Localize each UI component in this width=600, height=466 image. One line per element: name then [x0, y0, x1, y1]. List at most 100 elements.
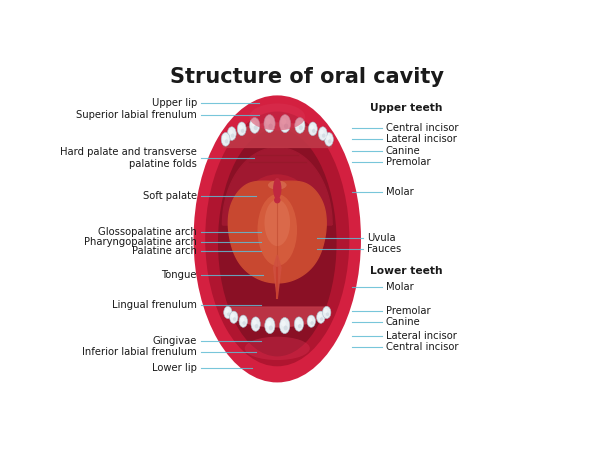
Text: Molar: Molar [386, 187, 413, 197]
Ellipse shape [322, 134, 325, 137]
Ellipse shape [324, 309, 328, 313]
Text: Fauces: Fauces [367, 244, 401, 254]
Text: Central incisor: Central incisor [386, 343, 458, 352]
Ellipse shape [320, 130, 324, 134]
Ellipse shape [280, 115, 290, 132]
Ellipse shape [239, 315, 247, 327]
Text: Canine: Canine [386, 146, 421, 156]
Polygon shape [223, 123, 331, 147]
Polygon shape [226, 307, 329, 327]
Text: Soft palate: Soft palate [143, 191, 197, 201]
Ellipse shape [227, 313, 230, 316]
Ellipse shape [322, 306, 331, 319]
Ellipse shape [224, 306, 232, 319]
Ellipse shape [231, 314, 235, 318]
Ellipse shape [325, 132, 334, 146]
Ellipse shape [274, 197, 281, 203]
Text: Structure of oral cavity: Structure of oral cavity [170, 67, 445, 87]
Ellipse shape [296, 121, 301, 126]
Ellipse shape [268, 181, 287, 190]
Text: Canine: Canine [386, 317, 421, 327]
Ellipse shape [284, 123, 289, 129]
Ellipse shape [231, 134, 235, 137]
Text: Upper teeth: Upper teeth [370, 103, 443, 113]
Ellipse shape [310, 125, 314, 130]
Ellipse shape [326, 313, 329, 316]
Ellipse shape [233, 317, 236, 321]
Ellipse shape [229, 130, 233, 134]
Ellipse shape [280, 317, 290, 334]
Ellipse shape [273, 178, 281, 199]
Ellipse shape [254, 125, 258, 130]
Ellipse shape [317, 311, 325, 323]
Ellipse shape [253, 320, 257, 325]
Text: Superior labial frenulum: Superior labial frenulum [76, 110, 197, 120]
Ellipse shape [250, 103, 305, 130]
Ellipse shape [230, 311, 238, 323]
Text: Tongue: Tongue [161, 270, 197, 280]
Polygon shape [229, 181, 326, 283]
Text: Central incisor: Central incisor [386, 123, 458, 133]
Ellipse shape [264, 115, 275, 132]
Ellipse shape [194, 96, 361, 383]
Text: Inferior labial frenulum: Inferior labial frenulum [82, 347, 197, 357]
Ellipse shape [227, 127, 236, 140]
Ellipse shape [266, 118, 271, 124]
Ellipse shape [245, 337, 310, 360]
Ellipse shape [251, 317, 260, 331]
Ellipse shape [242, 321, 246, 325]
Text: Lingual frenulum: Lingual frenulum [112, 300, 197, 310]
Text: Upper lip: Upper lip [152, 97, 197, 108]
Ellipse shape [312, 129, 316, 133]
Ellipse shape [218, 129, 337, 356]
Ellipse shape [281, 118, 286, 124]
Ellipse shape [319, 127, 327, 140]
Ellipse shape [265, 317, 275, 334]
Ellipse shape [257, 194, 297, 266]
Ellipse shape [225, 139, 228, 144]
Ellipse shape [241, 129, 244, 133]
Ellipse shape [308, 122, 317, 136]
Ellipse shape [238, 122, 246, 136]
Ellipse shape [239, 125, 242, 130]
Ellipse shape [241, 174, 313, 246]
Text: Uvula: Uvula [367, 233, 395, 243]
Text: Hard palate and transverse
palatine folds: Hard palate and transverse palatine fold… [60, 147, 197, 169]
Ellipse shape [328, 139, 332, 144]
Ellipse shape [225, 309, 229, 313]
Ellipse shape [205, 111, 349, 366]
Text: Pharyngopalatine arch: Pharyngopalatine arch [84, 237, 197, 247]
Ellipse shape [250, 117, 260, 133]
Ellipse shape [281, 321, 286, 327]
Ellipse shape [296, 320, 300, 325]
Polygon shape [223, 147, 332, 225]
Text: Molar: Molar [386, 282, 413, 292]
Polygon shape [274, 255, 281, 298]
Ellipse shape [326, 135, 330, 140]
Ellipse shape [318, 314, 322, 318]
Ellipse shape [295, 117, 305, 133]
Ellipse shape [269, 326, 273, 330]
Ellipse shape [221, 132, 230, 146]
Ellipse shape [266, 321, 271, 327]
Text: Palatine arch: Palatine arch [132, 247, 197, 256]
Ellipse shape [307, 315, 316, 327]
Ellipse shape [247, 180, 308, 273]
Ellipse shape [284, 326, 288, 330]
Ellipse shape [251, 121, 256, 126]
Ellipse shape [298, 324, 302, 329]
Ellipse shape [320, 317, 323, 321]
Ellipse shape [308, 318, 312, 322]
Text: Lower lip: Lower lip [152, 363, 197, 373]
Ellipse shape [294, 317, 304, 331]
Text: Gingivae: Gingivae [152, 336, 197, 346]
Ellipse shape [299, 125, 303, 130]
Ellipse shape [265, 199, 290, 246]
Ellipse shape [310, 321, 314, 325]
Text: Premolar: Premolar [386, 306, 430, 315]
Ellipse shape [268, 123, 273, 129]
Ellipse shape [255, 324, 259, 329]
Ellipse shape [223, 135, 227, 140]
Text: Glossopalatine arch: Glossopalatine arch [98, 227, 197, 237]
Text: Lateral incisor: Lateral incisor [386, 134, 457, 144]
